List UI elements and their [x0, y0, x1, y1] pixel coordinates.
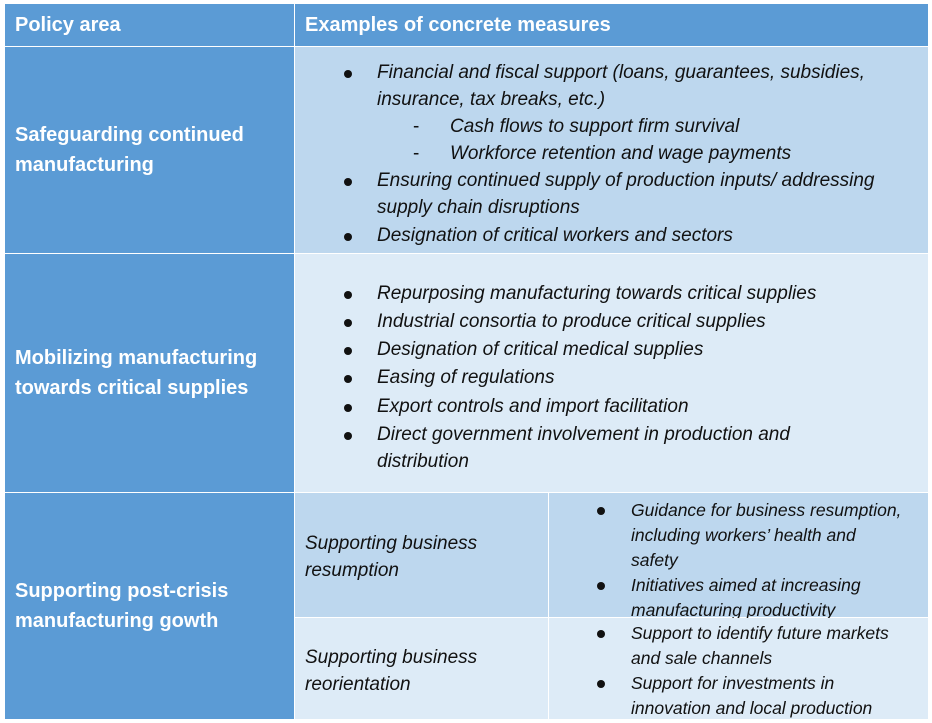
sublabel-text: resumption — [305, 560, 399, 581]
header-policy-area: Policy area — [5, 4, 295, 47]
measure-text: Financial and fiscal support (loans, gua… — [377, 62, 865, 83]
measure-text: manufacturing productivity — [631, 600, 836, 620]
sublabel-resumption: Supporting business resumption — [295, 493, 549, 618]
measure-text: including workers’ health and — [631, 525, 856, 545]
area-safeguarding: Safeguarding continued manufacturing — [5, 47, 295, 254]
sublabel-text: Supporting business — [305, 647, 478, 668]
subitem-text: Cash flows to support firm survival — [450, 116, 740, 137]
bullet-icon — [344, 375, 352, 383]
area-2-line1: Mobilizing manufacturing — [15, 347, 258, 369]
measure-text: innovation and local production — [631, 698, 873, 718]
sublabel-reorientation: Supporting business reorientation — [295, 618, 549, 720]
area-1-line2: manufacturing — [15, 154, 154, 176]
sublabel-text: reorientation — [305, 674, 411, 695]
measure-text: Direct government involvement in product… — [377, 424, 790, 445]
measure-text: distribution — [377, 451, 469, 472]
bullet-icon — [597, 582, 605, 590]
area-3-line1: Supporting post-crisis — [15, 580, 229, 602]
bullet-icon — [597, 680, 605, 688]
bullet-icon — [597, 630, 605, 638]
area-2-line2: towards critical supplies — [15, 377, 249, 399]
dash-icon: - — [413, 116, 420, 137]
measure-text: Export controls and import facilitation — [377, 396, 689, 417]
area-post-crisis: Supporting post-crisis manufacturing gow… — [5, 493, 295, 720]
measure-text: Industrial consortia to produce critical… — [377, 311, 766, 332]
bullet-icon — [344, 178, 352, 186]
header-col2-text: Examples of concrete measures — [305, 14, 611, 36]
measure-text: Support for investments in — [631, 673, 835, 693]
measure-text: and sale channels — [631, 648, 773, 668]
bullet-icon — [344, 432, 352, 440]
measure-text: Easing of regulations — [377, 367, 555, 388]
area-1-line1: Safeguarding continued — [15, 124, 244, 146]
measures-mobilizing: Repurposing manufacturing towards critic… — [295, 254, 929, 493]
measures-reorientation: Support to identify future markets and s… — [549, 618, 929, 720]
measure-text: Ensuring continued supply of production … — [377, 170, 875, 191]
bullet-icon — [344, 319, 352, 327]
subitem-text: Workforce retention and wage payments — [450, 143, 792, 164]
bullet-icon — [344, 233, 352, 241]
area-3-line2: manufacturing gowth — [15, 610, 219, 632]
bullet-icon — [344, 291, 352, 299]
bullet-icon — [344, 347, 352, 355]
sublabel-text: Supporting business — [305, 533, 478, 554]
bullet-icon — [344, 404, 352, 412]
measure-text: safety — [631, 550, 678, 570]
policy-table: Policy area Examples of concrete measure… — [5, 4, 929, 720]
area-mobilizing: Mobilizing manufacturing towards critica… — [5, 254, 295, 493]
measure-text: supply chain disruptions — [377, 197, 580, 218]
header-col1-text: Policy area — [15, 14, 121, 36]
dash-icon: - — [413, 143, 420, 164]
measure-text: Repurposing manufacturing towards critic… — [377, 283, 817, 304]
measure-text: Support to identify future markets — [631, 623, 889, 643]
measure-text: Designation of critical workers and sect… — [377, 225, 733, 246]
measure-text: Designation of critical medical supplies — [377, 339, 704, 360]
bullet-icon — [597, 507, 605, 515]
header-measures: Examples of concrete measures — [295, 4, 929, 47]
measures-resumption: Guidance for business resumption, includ… — [549, 493, 929, 620]
measure-text: Guidance for business resumption, — [631, 500, 902, 520]
measure-text: Initiatives aimed at increasing — [631, 575, 861, 595]
measures-safeguarding: Financial and fiscal support (loans, gua… — [295, 47, 929, 254]
bullet-icon — [344, 70, 352, 78]
measure-text: insurance, tax breaks, etc.) — [377, 89, 606, 110]
